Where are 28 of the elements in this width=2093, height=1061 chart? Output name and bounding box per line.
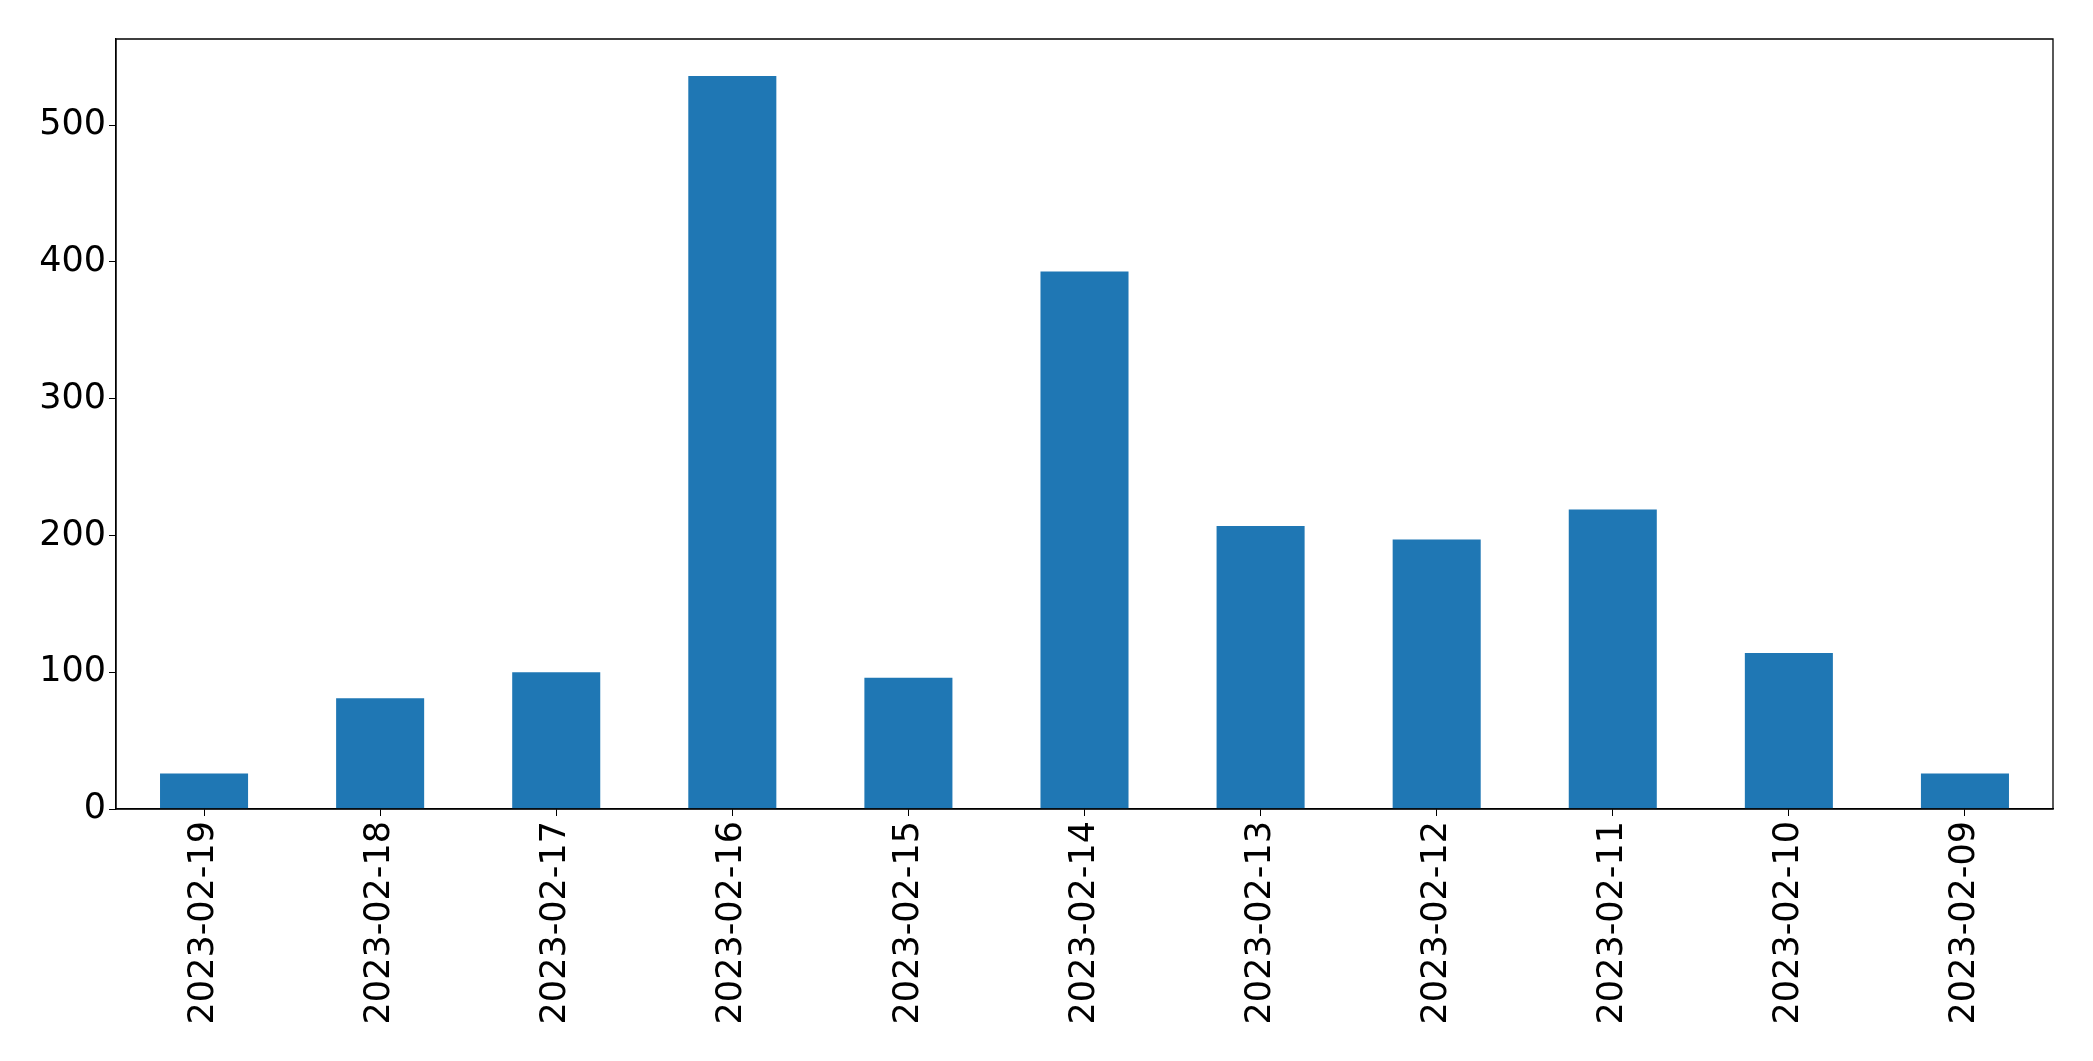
- y-tick-label: 300: [39, 375, 106, 416]
- bar: [1216, 525, 1305, 809]
- x-tick-label: 2023-02-16: [709, 821, 750, 1025]
- x-tick-label: 2023-02-19: [181, 821, 222, 1025]
- bar: [864, 677, 953, 809]
- bar: [688, 75, 777, 809]
- bar: [1744, 653, 1833, 809]
- y-tick-label: 100: [39, 649, 106, 690]
- bar: [336, 698, 425, 809]
- y-tick-label: 500: [39, 102, 106, 143]
- y-tick-label: 0: [83, 786, 106, 827]
- bar: [512, 672, 601, 809]
- bar: [1040, 271, 1129, 809]
- x-tick-label: 2023-02-18: [357, 821, 398, 1025]
- y-tick-label: 400: [39, 239, 106, 280]
- bar: [1920, 773, 2009, 809]
- x-tick-label: 2023-02-12: [1413, 821, 1454, 1025]
- x-tick-label: 2023-02-11: [1589, 821, 1630, 1025]
- x-tick-label: 2023-02-14: [1061, 821, 1102, 1025]
- x-tick-label: 2023-02-15: [885, 821, 926, 1025]
- y-tick-label: 200: [39, 512, 106, 553]
- x-tick-label: 2023-02-09: [1942, 821, 1983, 1025]
- bar: [1568, 509, 1657, 809]
- x-tick-label: 2023-02-17: [533, 821, 574, 1025]
- bar: [1392, 539, 1481, 809]
- x-tick-label: 2023-02-13: [1237, 821, 1278, 1025]
- bar: [160, 773, 249, 809]
- x-tick-label: 2023-02-10: [1765, 821, 1806, 1025]
